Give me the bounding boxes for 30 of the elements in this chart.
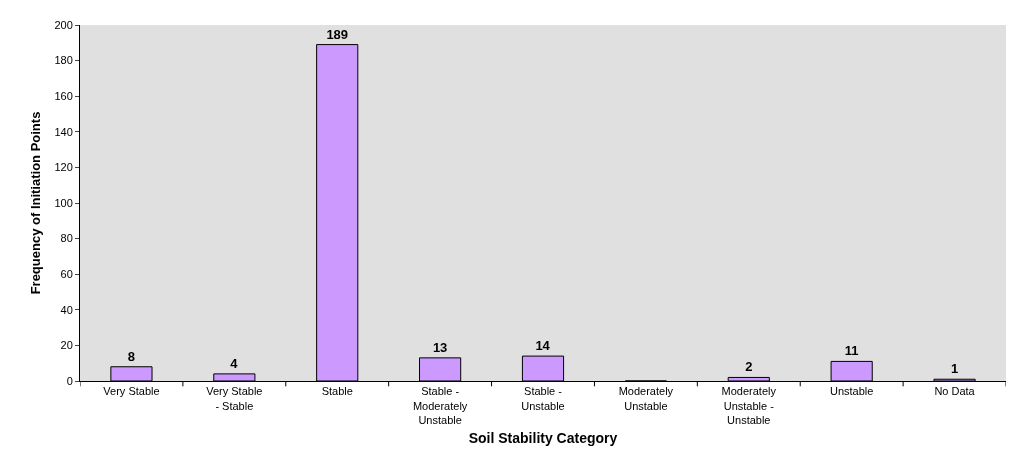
x-tick-label: Stable — [321, 385, 353, 398]
data-label: 1 — [950, 361, 959, 377]
y-tick-label: 0 — [66, 374, 73, 387]
y-tick-label: 60 — [60, 268, 73, 281]
data-label: 8 — [127, 348, 136, 364]
data-label: 14 — [535, 338, 551, 354]
data-label: 2 — [745, 359, 753, 375]
data-label: 13 — [432, 339, 448, 355]
y-axis-title: Frequency of Initiation Points — [28, 111, 44, 295]
x-tick-label: Moderately Unstable — [618, 385, 674, 412]
x-tick-label: Unstable — [829, 385, 874, 398]
y-tick-label: 160 — [54, 90, 73, 103]
data-label: 189 — [326, 26, 349, 42]
x-axis-title: Soil Stability Category — [468, 430, 618, 447]
y-tick-label: 100 — [54, 196, 73, 209]
y-tick-label: 200 — [54, 18, 73, 31]
y-tick-label: 120 — [54, 161, 73, 174]
x-tick-label: Moderately Unstable - Unstable — [721, 385, 777, 426]
y-tick-label: 180 — [54, 54, 73, 67]
y-tick-label: 140 — [54, 125, 73, 138]
x-tick-label: No Data — [934, 385, 976, 398]
x-tick-label: Stable - Unstable — [521, 385, 565, 412]
y-tick-label: 40 — [60, 303, 73, 316]
x-tick-label: Very Stable - Stable — [206, 385, 263, 412]
y-tick-label: 20 — [60, 339, 73, 352]
x-tick-label: Very Stable — [103, 385, 160, 398]
data-label: 4 — [230, 355, 239, 371]
y-tick-label: 80 — [60, 232, 73, 245]
x-tick-label: Stable - Moderately Unstable — [412, 385, 468, 426]
data-label: 11 — [844, 343, 859, 359]
